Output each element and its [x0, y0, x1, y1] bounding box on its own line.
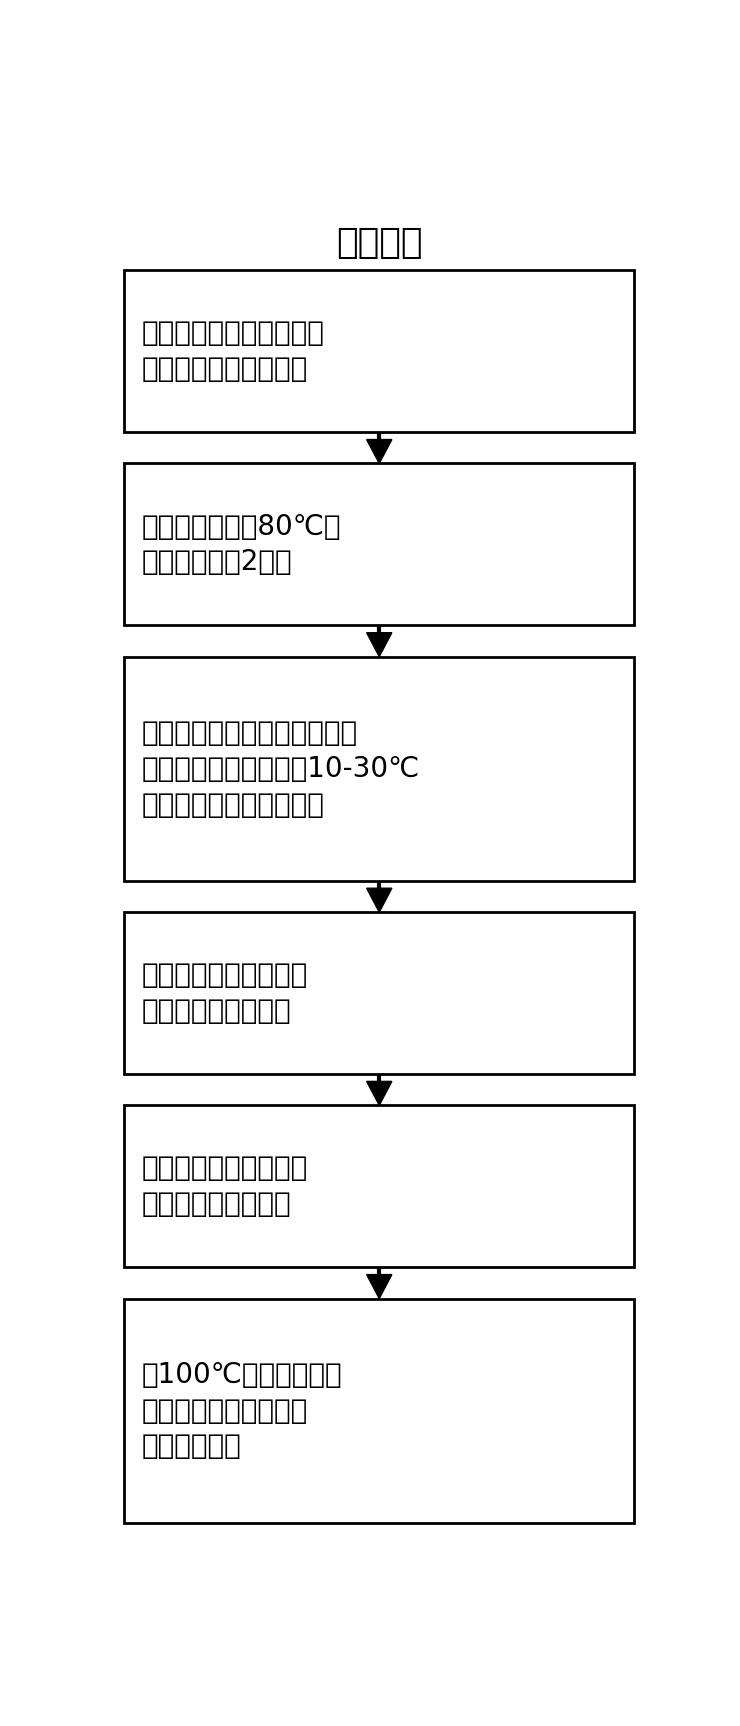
Bar — [124, 271, 634, 432]
Text: 将反应釜加热至80℃，
充分混和反应2小时: 将反应釜加热至80℃， 充分混和反应2小时 — [141, 513, 340, 576]
Polygon shape — [366, 1082, 392, 1105]
Bar — [124, 911, 634, 1074]
Bar — [124, 656, 634, 880]
Text: 将制备二月桂酸二丁基锡
的原料添加进反应釜内: 将制备二月桂酸二丁基锡 的原料添加进反应釜内 — [141, 319, 324, 383]
Bar — [124, 1105, 634, 1267]
Bar — [124, 1298, 634, 1522]
Text: 将混合物导入活性炭过
滤器，进行脱色处理: 将混合物导入活性炭过 滤器，进行脱色处理 — [141, 1155, 308, 1219]
Polygon shape — [366, 1274, 392, 1298]
Polygon shape — [366, 889, 392, 911]
Text: 工艺步骤: 工艺步骤 — [336, 226, 423, 261]
Bar — [124, 464, 634, 625]
Text: 将下层碱水排出设备，
得淡黄色液态混合物: 将下层碱水排出设备， 得淡黄色液态混合物 — [141, 961, 308, 1025]
Polygon shape — [366, 633, 392, 656]
Text: 待反应完成后，对反应釜进行
冷却处理，使温度处于10-30℃
之间，静止等待溶液分层: 待反应完成后，对反应釜进行 冷却处理，使温度处于10-30℃ 之间，静止等待溶液… — [141, 720, 420, 818]
Polygon shape — [366, 440, 392, 464]
Text: 在100℃温度下干燥处
理，并过滤得纯净二月
桂酸二丁基锡: 在100℃温度下干燥处 理，并过滤得纯净二月 桂酸二丁基锡 — [141, 1362, 342, 1460]
